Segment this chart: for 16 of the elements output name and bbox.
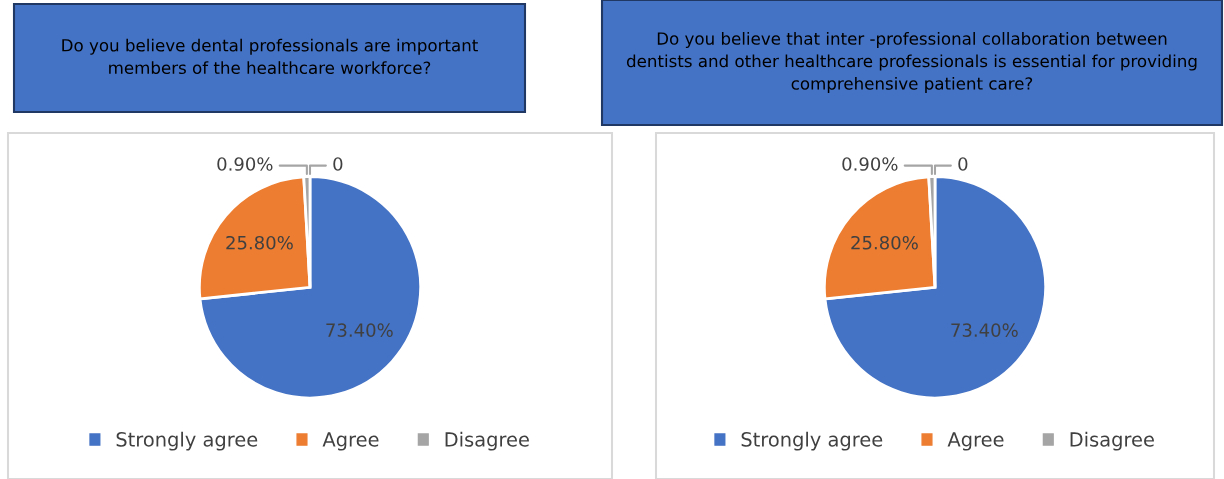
data-label: 0.90% <box>842 157 898 171</box>
legend-label: Agree <box>947 432 1004 451</box>
legend-label: Agree <box>322 432 379 451</box>
data-label: 25.80% <box>226 235 293 250</box>
data-label: 73.40% <box>951 323 1018 337</box>
data-label: 0.90% <box>217 157 273 171</box>
legend-label: Disagree <box>1070 431 1154 451</box>
text: 0 <box>333 157 343 171</box>
chart-title: Do you believe that inter -professional collaboration between dentists and other healthcare professionals is essential for providing comprehensive patient care? <box>626 31 1197 94</box>
data-label: 73.40% <box>326 323 393 337</box>
legend-label: Disagree <box>445 431 529 451</box>
legend-label: Strongly agree <box>741 431 883 451</box>
chart-title: Do you believe dental professionals are important members of the healthcare workforce? <box>62 38 478 75</box>
data-label: 25.80% <box>851 235 918 250</box>
text: 0 <box>958 157 968 171</box>
legend-label: Strongly agree <box>116 431 258 451</box>
